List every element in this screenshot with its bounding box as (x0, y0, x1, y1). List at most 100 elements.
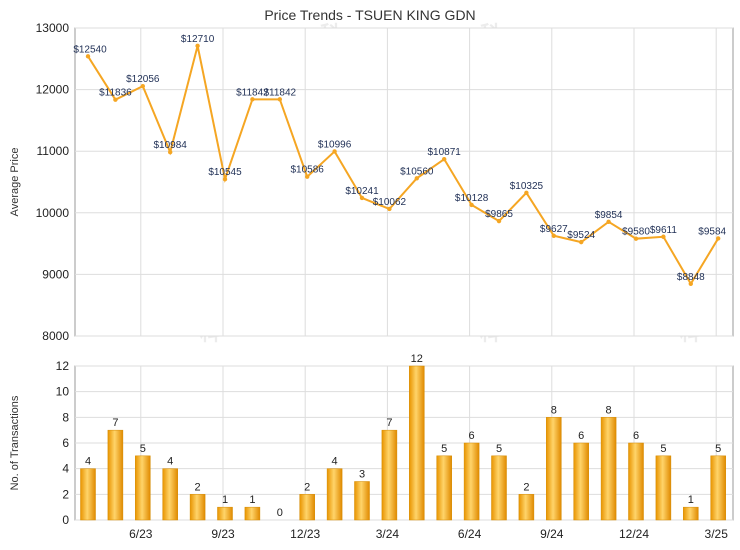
price-point (524, 190, 529, 195)
price-y-axis-label: Average Price (9, 148, 21, 217)
transaction-bar-label: 5 (715, 443, 721, 455)
transactions-x-tick-label: 9/24 (540, 527, 564, 541)
price-point-label: $10241 (345, 186, 379, 197)
price-point-label: $10128 (455, 193, 489, 204)
transactions-y-tick-label: 8 (62, 410, 69, 424)
transactions-y-tick-label: 6 (62, 436, 69, 450)
transaction-bar-label: 4 (85, 456, 91, 468)
price-point-label: $10325 (510, 181, 544, 192)
transaction-bar (518, 494, 535, 521)
transaction-bar-labels: 4 7 5 4 2 1 1 0 2 4 3 7 12 5 6 5 2 8 6 8 6 5 1 5 (85, 353, 721, 519)
price-point-label: $9584 (698, 226, 726, 237)
transaction-bar-label: 12 (411, 353, 423, 365)
transaction-bar (628, 442, 644, 521)
transaction-bar (189, 494, 206, 521)
transaction-bar (80, 468, 96, 521)
price-point (359, 195, 365, 201)
transactions-y-tick-label: 10 (56, 385, 70, 399)
transaction-bar-label: 6 (469, 430, 475, 442)
price-point (442, 156, 447, 162)
transaction-bar (573, 442, 589, 521)
price-y-tick-label: 10000 (36, 206, 70, 220)
price-y-tick-label: 11000 (37, 144, 70, 158)
transactions-y-tick-label: 0 (62, 513, 69, 527)
transaction-bar-label: 8 (606, 404, 612, 416)
transaction-bar (299, 494, 315, 521)
price-point (496, 218, 502, 224)
transactions-x-tick-label: 12/24 (619, 527, 649, 541)
price-point-label: $9865 (485, 209, 513, 220)
transaction-bar-label: 5 (441, 443, 447, 455)
price-point-label: $9854 (595, 210, 623, 221)
price-point-label: $9524 (567, 230, 595, 241)
price-point (195, 43, 200, 49)
price-point (688, 281, 693, 286)
transaction-bar (326, 468, 343, 521)
transaction-bar-label: 0 (277, 507, 283, 519)
transaction-bar-label: 6 (633, 430, 639, 442)
price-point (222, 177, 228, 182)
transaction-bar (354, 481, 370, 521)
price-point-label: $11842 (263, 87, 296, 98)
transaction-bar-label: 6 (578, 430, 584, 442)
transaction-bar (244, 506, 261, 521)
transaction-bar-label: 4 (332, 456, 338, 468)
price-point-label: $9611 (650, 225, 678, 236)
transaction-bar (655, 455, 672, 521)
price-point (332, 149, 337, 154)
price-y-tick-label: 12000 (36, 83, 70, 97)
transaction-bar-label: 4 (167, 456, 173, 468)
price-point (716, 236, 721, 241)
transaction-bar (409, 365, 425, 521)
transaction-bar-label: 2 (304, 481, 310, 493)
transaction-bar (436, 455, 452, 521)
price-point-label: $9580 (622, 227, 650, 238)
transaction-bar (683, 506, 699, 521)
transaction-bar (107, 429, 124, 521)
transaction-bar-label: 3 (359, 469, 365, 481)
price-point-label: $10996 (318, 139, 352, 150)
price-point (113, 97, 118, 102)
transaction-bar-label: 1 (249, 494, 255, 506)
transactions-x-tick-label: 9/23 (211, 527, 235, 541)
transaction-bar (463, 442, 480, 521)
price-point-label: $10560 (400, 166, 434, 177)
price-point (305, 174, 310, 179)
price-point-label: $10545 (208, 167, 242, 178)
transaction-bar (162, 468, 178, 521)
price-point (551, 233, 556, 238)
price-y-tick-label: 9000 (42, 267, 69, 281)
price-y-ticks: 8000 9000 10000 11000 12000 13000 (36, 21, 70, 343)
price-y-tick-label: 8000 (42, 329, 69, 343)
price-point (168, 149, 173, 155)
price-point (661, 234, 666, 239)
price-point-label: $10871 (428, 147, 462, 158)
transactions-x-tick-label: 6/24 (458, 527, 482, 541)
transaction-bar (600, 417, 617, 521)
transaction-bar (491, 455, 507, 521)
transaction-bar (135, 455, 151, 521)
transactions-x-tick-label: 12/23 (290, 527, 320, 541)
price-point (469, 202, 474, 208)
price-point-label: $10586 (291, 165, 325, 176)
price-point-labels: $12540 $11836 $12056 $10984 $12710 $10545 $118… (73, 34, 726, 283)
price-line (87, 45, 720, 286)
transaction-bar-label: 1 (222, 494, 228, 506)
price-point-label: $12710 (181, 34, 215, 45)
price-y-tick-label: 13000 (36, 21, 70, 35)
transactions-y-tick-label: 4 (62, 462, 69, 476)
price-point (85, 54, 91, 59)
price-point (277, 97, 282, 102)
transaction-bar-label: 7 (112, 417, 118, 429)
transaction-bar-label: 1 (688, 494, 694, 506)
price-point-label: $8848 (677, 272, 705, 283)
transactions-x-ticks: 6/23 9/23 12/23 3/24 6/24 9/24 12/24 3/25 (129, 527, 728, 541)
transactions-y-axis-label: No. of Transactions (9, 395, 21, 490)
price-point (633, 236, 639, 241)
transactions-x-tick-label: 6/23 (129, 527, 153, 541)
transaction-bar (710, 455, 726, 521)
price-point (387, 206, 392, 212)
transactions-y-ticks: 0 2 4 6 8 10 12 (56, 359, 70, 527)
transaction-bar-label: 5 (140, 443, 146, 455)
